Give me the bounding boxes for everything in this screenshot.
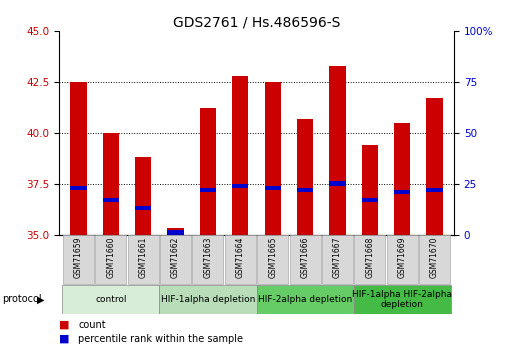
Bar	[256, 285, 353, 314]
Bar	[322, 235, 353, 284]
Text: GSM71665: GSM71665	[268, 237, 277, 278]
Text: GSM71666: GSM71666	[301, 237, 309, 278]
Bar	[265, 82, 281, 235]
Bar	[232, 76, 248, 235]
Bar	[419, 235, 450, 284]
Bar	[232, 184, 248, 188]
Bar	[426, 188, 443, 192]
Bar	[329, 66, 346, 235]
Text: HIF-1alpha depletion: HIF-1alpha depletion	[161, 295, 255, 304]
Bar	[289, 235, 321, 284]
Bar	[135, 157, 151, 235]
Bar	[387, 235, 418, 284]
Text: HIF-2alpha depletion: HIF-2alpha depletion	[258, 295, 352, 304]
Bar	[362, 198, 378, 202]
Bar	[394, 190, 410, 194]
Bar	[265, 186, 281, 190]
Bar	[354, 235, 385, 284]
Bar	[103, 198, 119, 202]
Bar	[103, 133, 119, 235]
Text: GSM71661: GSM71661	[139, 237, 148, 278]
Text: count: count	[78, 320, 106, 330]
Bar	[329, 181, 346, 186]
Bar	[362, 145, 378, 235]
Bar	[63, 235, 94, 284]
Bar	[225, 235, 256, 284]
Bar	[192, 235, 224, 284]
Text: GSM71660: GSM71660	[106, 237, 115, 278]
Bar	[426, 98, 443, 235]
Bar	[70, 186, 87, 190]
Bar	[394, 122, 410, 235]
Bar	[353, 285, 451, 314]
Bar	[95, 235, 126, 284]
Text: GSM71659: GSM71659	[74, 237, 83, 278]
Bar	[167, 230, 184, 235]
Text: GDS2761 / Hs.486596-S: GDS2761 / Hs.486596-S	[173, 16, 340, 30]
Text: HIF-1alpha HIF-2alpha
depletion: HIF-1alpha HIF-2alpha depletion	[352, 289, 452, 309]
Text: GSM71667: GSM71667	[333, 237, 342, 278]
Text: control: control	[95, 295, 127, 304]
Text: ■: ■	[59, 334, 69, 344]
Bar	[297, 119, 313, 235]
Bar	[128, 235, 159, 284]
Bar	[62, 285, 160, 314]
Text: GSM71669: GSM71669	[398, 237, 407, 278]
Bar	[297, 188, 313, 192]
Text: GSM71668: GSM71668	[365, 237, 374, 278]
Bar	[160, 285, 256, 314]
Text: protocol: protocol	[3, 294, 42, 304]
Bar	[160, 235, 191, 284]
Bar	[200, 108, 216, 235]
Text: ▶: ▶	[37, 294, 45, 304]
Text: GSM71663: GSM71663	[204, 237, 212, 278]
Text: percentile rank within the sample: percentile rank within the sample	[78, 334, 244, 344]
Text: GSM71664: GSM71664	[236, 237, 245, 278]
Bar	[70, 82, 87, 235]
Bar	[257, 235, 288, 284]
Text: GSM71670: GSM71670	[430, 237, 439, 278]
Text: GSM71662: GSM71662	[171, 237, 180, 278]
Text: ■: ■	[59, 320, 69, 330]
Bar	[167, 228, 184, 235]
Bar	[135, 206, 151, 210]
Bar	[200, 188, 216, 192]
